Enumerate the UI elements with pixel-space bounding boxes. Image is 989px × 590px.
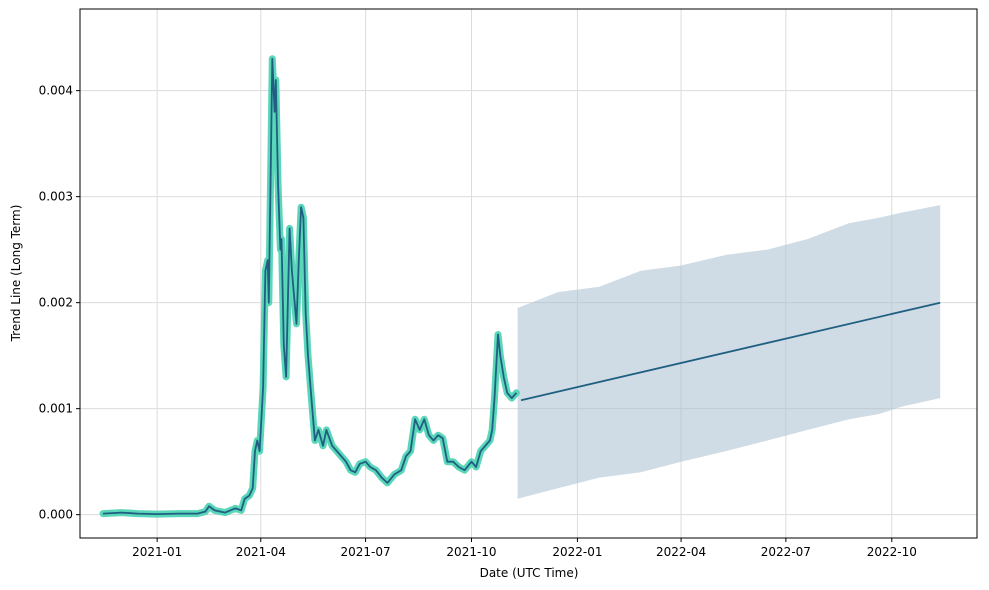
y-tick-label: 0.004: [39, 84, 73, 98]
x-tick-label: 2021-07: [340, 545, 390, 559]
x-tick-label: 2022-10: [867, 545, 917, 559]
x-tick-label: 2021-01: [132, 545, 182, 559]
y-tick-label: 0.002: [39, 296, 73, 310]
fitted-trend-line: [102, 57, 518, 515]
plot-frame: [79, 8, 978, 539]
forecast-trend-line: [520, 301, 941, 402]
y-tick-label: 0.000: [39, 508, 73, 522]
x-tick-label: 2021-04: [236, 545, 286, 559]
x-tick-label: 2021-10: [446, 545, 496, 559]
y-axis-label: Trend Line (Long Term): [9, 205, 23, 343]
line-layer: [99, 55, 941, 518]
x-tick-label: 2022-07: [761, 545, 811, 559]
tick-layer: 2021-01 2021-04 2021-07 2021-10 2022-01 2022-…: [39, 84, 917, 559]
x-axis-label: Date (UTC Time): [480, 566, 579, 580]
y-tick-label: 0.003: [39, 190, 73, 204]
axes-layer: [79, 8, 978, 539]
y-tick-label: 0.001: [39, 402, 73, 416]
x-tick-label: 2022-04: [656, 545, 706, 559]
x-tick-label: 2022-01: [552, 545, 602, 559]
actual-series-line: [99, 55, 520, 518]
